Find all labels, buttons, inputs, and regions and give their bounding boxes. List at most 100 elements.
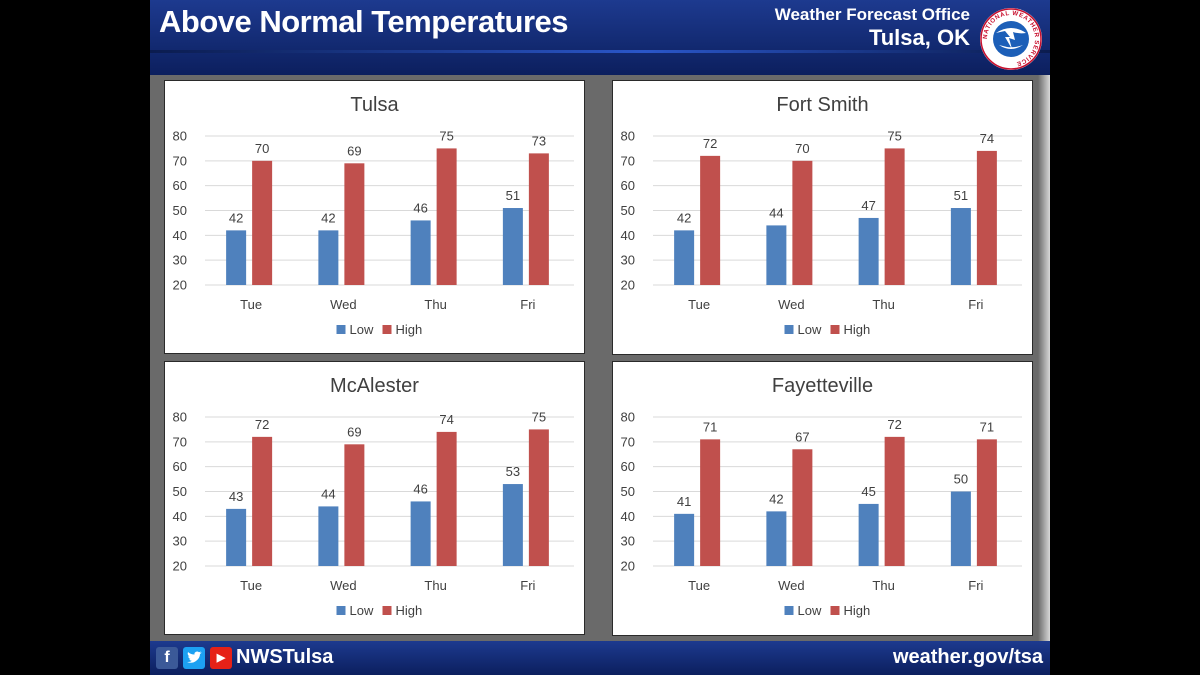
data-label-high: 75 — [532, 409, 546, 424]
bar-low-tue — [674, 513, 695, 566]
bar-high-thu — [884, 436, 905, 566]
y-tick-label: 70 — [621, 153, 635, 168]
x-category-label: Tue — [688, 578, 710, 593]
y-tick-label: 20 — [173, 278, 187, 293]
legend-swatch-low — [336, 325, 346, 334]
data-label-low: 42 — [229, 210, 243, 225]
y-tick-label: 80 — [621, 410, 635, 425]
bar-high-fri — [528, 153, 549, 285]
chart-panel-tulsa: Tulsa 20 30 40 50 60 70 80 42 70 Tue 42 69 Wed 46 75 Thu… — [164, 80, 585, 354]
data-label-high: 74 — [439, 412, 453, 427]
y-tick-label: 40 — [173, 228, 187, 243]
bar-low-tue — [674, 230, 695, 285]
youtube-icon[interactable]: ▶ — [210, 647, 232, 669]
chart-panel-mcalester: McAlester 20 30 40 50 60 70 80 43 72 Tue 44 69 Wed 46 7… — [164, 361, 585, 635]
x-category-label: Tue — [240, 297, 262, 312]
social-handle[interactable]: NWSTulsa — [236, 646, 334, 668]
y-tick-label: 70 — [173, 434, 187, 449]
page-title: Above Normal Temperatures — [159, 4, 569, 39]
y-tick-label: 20 — [621, 278, 635, 293]
chart-title: Tulsa — [350, 94, 399, 116]
y-tick-label: 30 — [621, 534, 635, 549]
legend-swatch-high — [830, 325, 840, 334]
bar-high-wed — [792, 449, 813, 566]
twitter-icon[interactable] — [183, 647, 205, 669]
y-tick-label: 20 — [173, 559, 187, 574]
chart-area-edge — [1038, 75, 1050, 641]
legend-label-high: High — [396, 322, 423, 337]
x-category-label: Thu — [872, 297, 894, 312]
y-tick-label: 30 — [621, 253, 635, 268]
bar-high-tue — [252, 436, 273, 566]
data-label-high: 75 — [439, 128, 453, 143]
y-tick-label: 60 — [621, 178, 635, 193]
data-label-low: 43 — [229, 489, 243, 504]
legend-swatch-high — [382, 325, 392, 334]
y-tick-label: 50 — [173, 484, 187, 499]
chart-svg: Fayetteville 20 30 40 50 60 70 80 41 71 Tue 42 67 Wed… — [621, 375, 1022, 618]
y-tick-label: 20 — [621, 559, 635, 574]
data-label-low: 42 — [321, 210, 335, 225]
x-category-label: Tue — [688, 297, 710, 312]
x-category-label: Thu — [872, 578, 894, 593]
y-tick-label: 80 — [173, 410, 187, 425]
x-category-label: Fri — [968, 297, 983, 312]
data-label-high: 72 — [703, 136, 717, 151]
chart-svg: Fort Smith 20 30 40 50 60 70 80 42 72 Tue 44 70 Wed 47… — [621, 94, 1022, 337]
data-label-low: 47 — [861, 198, 875, 213]
bar-low-wed — [766, 511, 787, 566]
y-tick-label: 40 — [621, 228, 635, 243]
bar-low-thu — [410, 220, 431, 285]
data-label-low: 44 — [321, 486, 335, 501]
data-label-high: 69 — [347, 424, 361, 439]
data-label-high: 72 — [255, 417, 269, 432]
x-category-label: Wed — [778, 578, 805, 593]
y-tick-label: 80 — [173, 129, 187, 144]
bar-high-wed — [344, 163, 365, 285]
chart-svg: Tulsa 20 30 40 50 60 70 80 42 70 Tue 42 69 Wed 46 75 Thu… — [173, 94, 574, 337]
bar-low-wed — [318, 230, 339, 285]
chart-panel-fayetteville: Fayetteville 20 30 40 50 60 70 80 41 71 Tue 42 67 Wed… — [612, 361, 1033, 636]
legend-label-high: High — [396, 603, 423, 618]
y-tick-label: 30 — [173, 253, 187, 268]
header-underline — [150, 50, 1050, 53]
data-label-low: 50 — [954, 472, 968, 487]
bar-low-thu — [858, 217, 879, 285]
bar-low-fri — [950, 491, 971, 566]
header-banner: Above Normal Temperatures Weather Foreca… — [150, 0, 1050, 75]
data-label-high: 73 — [532, 133, 546, 148]
data-label-high: 75 — [887, 128, 901, 143]
facebook-icon[interactable]: f — [156, 647, 178, 669]
data-label-low: 51 — [954, 188, 968, 203]
data-label-high: 67 — [795, 429, 809, 444]
y-tick-label: 60 — [173, 178, 187, 193]
bar-high-thu — [436, 431, 457, 566]
y-tick-label: 60 — [173, 459, 187, 474]
bar-high-tue — [700, 155, 721, 285]
bar-low-fri — [502, 484, 523, 566]
y-tick-label: 70 — [173, 153, 187, 168]
legend-label-high: High — [844, 603, 871, 618]
x-category-label: Tue — [240, 578, 262, 593]
legend-swatch-high — [830, 606, 840, 615]
x-category-label: Fri — [968, 578, 983, 593]
data-label-low: 44 — [769, 205, 783, 220]
data-label-low: 42 — [677, 210, 691, 225]
y-tick-label: 30 — [173, 534, 187, 549]
bar-low-fri — [950, 208, 971, 285]
bar-low-thu — [858, 503, 879, 566]
x-category-label: Thu — [424, 578, 446, 593]
office-name: Weather Forecast Office — [774, 5, 970, 24]
bar-high-tue — [252, 160, 273, 285]
slide: Above Normal Temperatures Weather Foreca… — [150, 0, 1050, 675]
legend-label-high: High — [844, 322, 871, 337]
bar-low-thu — [410, 501, 431, 566]
legend-label-low: Low — [350, 603, 374, 618]
website-url[interactable]: weather.gov/tsa — [892, 646, 1043, 668]
legend-label-low: Low — [798, 322, 822, 337]
bar-high-thu — [884, 148, 905, 285]
data-label-low: 41 — [677, 494, 691, 509]
y-tick-label: 50 — [621, 203, 635, 218]
y-tick-label: 70 — [621, 434, 635, 449]
y-tick-label: 80 — [621, 129, 635, 144]
